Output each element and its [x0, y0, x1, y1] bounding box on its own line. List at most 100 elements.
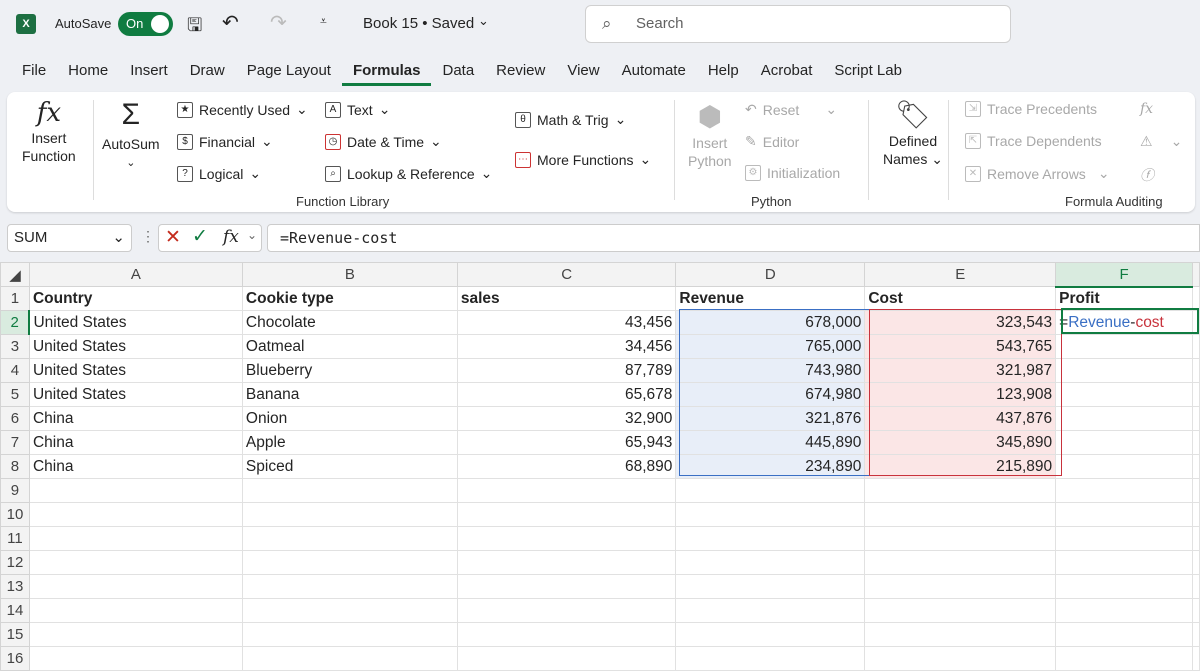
cell[interactable]: 32,900 [456, 406, 677, 431]
cell[interactable] [675, 550, 866, 575]
cell[interactable] [28, 502, 243, 527]
cell[interactable]: 345,890 [864, 430, 1057, 455]
cell[interactable] [675, 622, 866, 647]
cell[interactable] [28, 598, 243, 623]
tab-home[interactable]: Home [68, 62, 109, 79]
row-header-11[interactable]: 11 [0, 526, 30, 551]
cell[interactable] [1055, 430, 1193, 455]
tab-view[interactable]: View [567, 62, 600, 79]
cell[interactable]: 87,789 [456, 358, 677, 383]
cell[interactable] [241, 550, 458, 575]
insert-function-button[interactable]: fx Insert Function [22, 98, 76, 164]
initialization-button[interactable]: ⚙ Initialization [745, 165, 840, 181]
trace-precedents-button[interactable]: ⇲ Trace Precedents [965, 101, 1097, 117]
date-time-button[interactable]: ◷ Date & Time ⌄ [325, 133, 442, 150]
row-header-12[interactable]: 12 [0, 550, 30, 575]
cell[interactable] [456, 478, 677, 503]
cell[interactable]: 65,678 [456, 382, 677, 407]
cell[interactable]: 321,987 [864, 358, 1057, 383]
cell[interactable] [1055, 382, 1193, 407]
cancel-icon[interactable]: ✕ [165, 227, 181, 248]
row-header-15[interactable]: 15 [0, 622, 30, 647]
cell[interactable] [456, 598, 677, 623]
row-header-10[interactable]: 10 [0, 502, 30, 527]
name-box[interactable]: SUM ⌄ [7, 224, 132, 252]
cell[interactable]: Spiced [241, 454, 458, 479]
cell[interactable]: 678,000 [675, 310, 866, 335]
autosave-toggle[interactable]: On [118, 12, 173, 36]
cell[interactable]: 68,890 [456, 454, 677, 479]
show-formulas-icon[interactable]: fx [1140, 101, 1154, 117]
header-cell[interactable]: Cookie type [241, 286, 458, 311]
header-cell[interactable]: Revenue [675, 286, 866, 311]
insert-python-button[interactable]: ⬢ Insert Python [688, 100, 732, 169]
cell[interactable]: 321,876 [675, 406, 866, 431]
tab-acrobat[interactable]: Acrobat [760, 62, 813, 79]
cell[interactable] [864, 526, 1057, 551]
cell[interactable] [864, 478, 1057, 503]
tab-automate[interactable]: Automate [621, 62, 686, 79]
column-header-e[interactable]: E [864, 262, 1057, 287]
cell[interactable]: Chocolate [241, 310, 458, 335]
cell[interactable]: China [28, 406, 243, 431]
cell[interactable] [28, 550, 243, 575]
cell[interactable] [675, 478, 866, 503]
cell[interactable] [1055, 550, 1193, 575]
cell[interactable] [241, 478, 458, 503]
column-header-d[interactable]: D [675, 262, 866, 287]
cell[interactable]: Banana [241, 382, 458, 407]
cell[interactable]: China [28, 454, 243, 479]
cell[interactable] [456, 574, 677, 599]
tab-file[interactable]: File [22, 62, 47, 79]
cell[interactable] [456, 526, 677, 551]
financial-button[interactable]: $ Financial ⌄ [177, 133, 273, 150]
spreadsheet-grid[interactable]: ◢ A B C D E F 1 Country Cookie type sales Revenue Co… [0, 262, 1200, 671]
tab-draw[interactable]: Draw [189, 62, 225, 79]
cell[interactable]: 43,456 [456, 310, 677, 335]
formula-input[interactable]: =Revenue-cost [267, 224, 1200, 252]
cell[interactable] [28, 622, 243, 647]
header-cell[interactable]: Cost [864, 286, 1057, 311]
cell[interactable]: 123,908 [864, 382, 1057, 407]
row-header-14[interactable]: 14 [0, 598, 30, 623]
cell[interactable]: Apple [241, 430, 458, 455]
cell[interactable] [675, 502, 866, 527]
reset-button[interactable]: ↶ Reset ⌄ [745, 101, 838, 118]
cell[interactable] [1055, 334, 1193, 359]
cell[interactable] [241, 526, 458, 551]
cell[interactable] [675, 598, 866, 623]
cell[interactable]: 674,980 [675, 382, 866, 407]
recently-used-button[interactable]: ★ Recently Used ⌄ [177, 101, 308, 118]
cell[interactable]: Onion [241, 406, 458, 431]
enter-check-icon[interactable]: ✓ [192, 226, 208, 247]
cell[interactable] [456, 502, 677, 527]
trace-dependents-button[interactable]: ⇱ Trace Dependents [965, 133, 1102, 149]
tab-page-layout[interactable]: Page Layout [246, 62, 331, 79]
cell[interactable]: 437,876 [864, 406, 1057, 431]
row-header-5[interactable]: 5 [0, 382, 30, 407]
chevron-down-icon[interactable]: ⌄ [112, 229, 125, 246]
chevron-down-icon[interactable]: ⌄ [247, 228, 258, 242]
editor-button[interactable]: ✎ Editor [745, 133, 799, 150]
more-functions-button[interactable]: ⋯ More Functions ⌄ [515, 151, 651, 168]
math-trig-button[interactable]: θ Math & Trig ⌄ [515, 111, 626, 128]
cell[interactable] [1055, 454, 1193, 479]
row-header-13[interactable]: 13 [0, 574, 30, 599]
chevron-down-icon[interactable]: ⌄ [478, 13, 489, 28]
cell[interactable]: United States [28, 310, 243, 335]
cell[interactable] [456, 550, 677, 575]
cell[interactable]: Blueberry [241, 358, 458, 383]
cell[interactable] [1055, 406, 1193, 431]
insert-function-icon[interactable]: fx [223, 227, 239, 247]
cell[interactable] [1055, 574, 1193, 599]
text-button[interactable]: A Text ⌄ [325, 101, 390, 118]
cell[interactable] [675, 574, 866, 599]
redo-icon[interactable]: ↷ [270, 12, 287, 34]
cell[interactable]: 234,890 [675, 454, 866, 479]
document-title[interactable]: Book 15 • Saved [363, 15, 475, 32]
more-options-icon[interactable]: ⋮ [141, 228, 155, 244]
row-header-4[interactable]: 4 [0, 358, 30, 383]
header-cell[interactable]: Country [28, 286, 243, 311]
row-header-9[interactable]: 9 [0, 478, 30, 503]
header-cell[interactable]: Profit [1055, 286, 1193, 311]
